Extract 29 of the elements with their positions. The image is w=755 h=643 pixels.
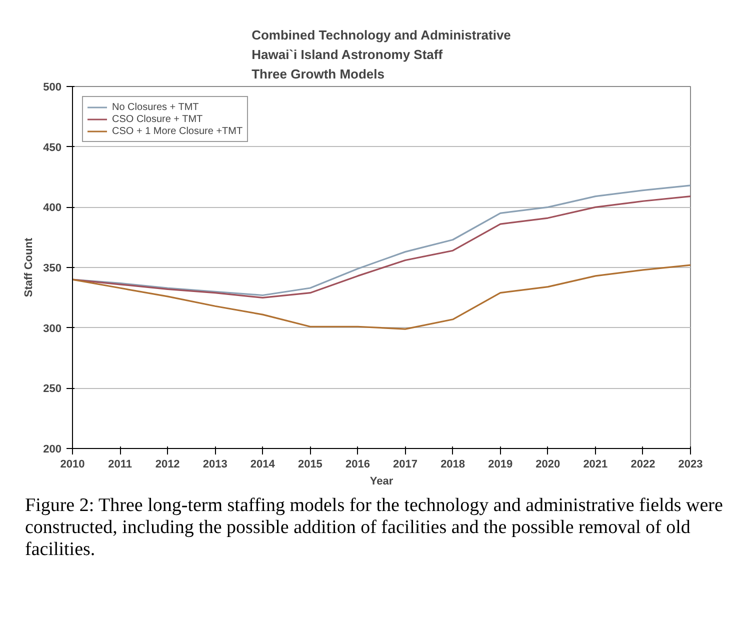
x-tick-label: 2023 (678, 458, 703, 470)
x-tick-label: 2014 (250, 458, 276, 470)
x-tick-label: 2016 (345, 458, 370, 470)
x-tick-label: 2011 (108, 458, 132, 470)
x-tick-label: 2020 (536, 458, 560, 470)
y-tick-label: 300 (43, 322, 62, 335)
y-tick-label: 250 (43, 383, 62, 396)
line-series (72, 264, 690, 330)
legend-label: CSO + 1 More Closure +TMT (112, 125, 243, 137)
chart-title: Combined Technology and Administrative Hawai`i Island Astronomy Staff Three Growth Models (252, 28, 511, 82)
x-tick-label: 2017 (393, 458, 418, 470)
y-tick-label: 400 (43, 202, 62, 214)
x-tick-label: 2018 (440, 458, 466, 470)
legend-label: No Closures + TMT (112, 101, 199, 113)
x-tick-label: 2019 (488, 458, 513, 470)
y-tick-label: 500 (43, 82, 62, 94)
y-axis-title: Staff Count (23, 238, 36, 298)
x-tick-label: 2013 (202, 458, 228, 470)
y-tick-label: 450 (43, 142, 62, 154)
y-tick-label: 200 (43, 444, 62, 456)
x-tick-label: 2021 (583, 458, 608, 470)
x-tick-label: 2010 (60, 458, 85, 470)
x-tick-label: 2015 (298, 458, 322, 470)
y-tick-label: 350 (43, 262, 62, 274)
x-axis-title: Year (370, 476, 394, 488)
legend-label: CSO Closure + TMT (112, 113, 203, 125)
caption: Figure 2: Three long-term staffing models for the technology and administrative fields were constructed, including the possible addition of facilities and the possible removal of old facilities. (25, 495, 724, 561)
x-tick-label: 2012 (155, 458, 180, 470)
x-tick-label: 2022 (630, 458, 656, 470)
